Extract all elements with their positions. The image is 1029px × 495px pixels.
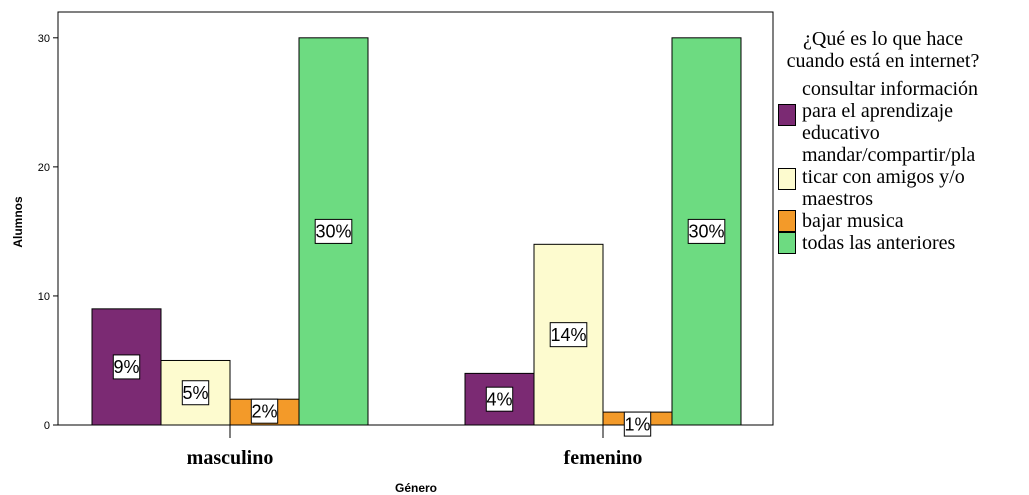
data-label: 9% bbox=[112, 354, 141, 380]
data-label-text: 5% bbox=[182, 383, 208, 403]
legend-label: mandar/compartir/pla ticar con amigos y/… bbox=[802, 144, 976, 210]
data-label-text: 2% bbox=[251, 401, 277, 421]
legend-label: todas las anteriores bbox=[802, 232, 956, 254]
bars-group: 9% 5% 2% 30% 4% 14% 1% 30% bbox=[91, 37, 742, 437]
data-label-text: 1% bbox=[624, 414, 650, 434]
data-label-text: 4% bbox=[486, 389, 512, 409]
data-label: 5% bbox=[181, 380, 210, 406]
legend-label: consultar información para el aprendizaj… bbox=[802, 78, 979, 144]
data-label-box bbox=[181, 380, 210, 406]
y-tick-label: 0 bbox=[44, 420, 50, 432]
x-axis-title: Género bbox=[395, 481, 437, 495]
data-label: 4% bbox=[485, 386, 514, 412]
legend-item-bajar: bajar musica bbox=[778, 210, 1028, 232]
legend-item-todas: todas las anteriores bbox=[778, 232, 1028, 254]
data-label-box bbox=[112, 354, 141, 380]
legend-swatch bbox=[778, 210, 796, 232]
legend-swatch bbox=[778, 232, 796, 254]
y-axis-title: Alumnos bbox=[11, 196, 25, 248]
legend-label: bajar musica bbox=[802, 210, 904, 232]
data-label-box bbox=[250, 398, 279, 424]
legend-swatch bbox=[778, 168, 796, 190]
data-label-text: 30% bbox=[688, 222, 724, 242]
data-label-box bbox=[549, 322, 588, 348]
y-tick-label: 30 bbox=[38, 33, 50, 45]
data-label-box bbox=[314, 218, 353, 244]
data-label: 1% bbox=[623, 411, 652, 437]
y-tick-label: 10 bbox=[38, 291, 50, 303]
data-label-text: 14% bbox=[550, 325, 586, 345]
data-label: 30% bbox=[314, 218, 353, 244]
legend: ¿Qué es lo que hace cuando está en inter… bbox=[778, 28, 1028, 254]
x-tick-label: femenino bbox=[564, 447, 643, 469]
data-label-box bbox=[687, 218, 726, 244]
y-axis: 0 10 20 30 bbox=[38, 33, 58, 432]
x-tick-label: masculino bbox=[187, 447, 274, 469]
legend-item-mandar: mandar/compartir/pla ticar con amigos y/… bbox=[778, 144, 1028, 210]
data-label: 14% bbox=[549, 322, 588, 348]
data-label-box bbox=[623, 411, 652, 437]
legend-item-consultar: consultar información para el aprendizaj… bbox=[778, 78, 1028, 144]
x-axis: masculino femenino bbox=[187, 425, 643, 469]
y-tick-label: 20 bbox=[38, 162, 50, 174]
data-label-box bbox=[485, 386, 514, 412]
plot-area bbox=[57, 11, 774, 426]
legend-swatch bbox=[778, 104, 796, 126]
data-label-text: 9% bbox=[113, 357, 139, 377]
data-label-text: 30% bbox=[315, 222, 351, 242]
legend-title: ¿Qué es lo que hace cuando está en inter… bbox=[786, 28, 980, 72]
data-label: 30% bbox=[687, 218, 726, 244]
data-label: 2% bbox=[250, 398, 279, 424]
